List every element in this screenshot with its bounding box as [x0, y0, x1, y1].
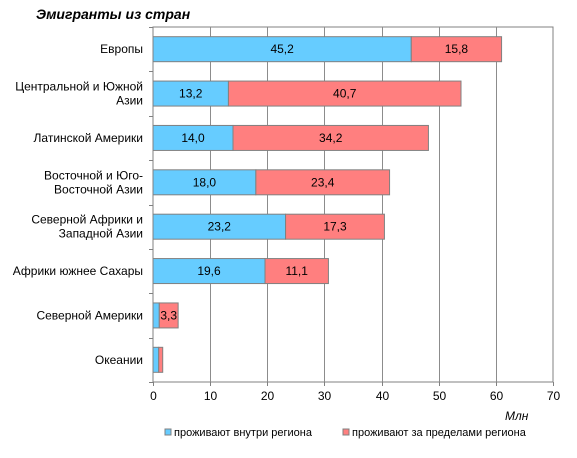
data-label: 34,2 — [319, 131, 343, 145]
data-label: 23,2 — [208, 220, 232, 234]
data-label: 18,0 — [193, 175, 217, 189]
bar-segment-series-2 — [227, 80, 462, 107]
x-tick-label: 30 — [318, 389, 332, 403]
bars: 45,2 15,8 13,2 40,7 14,0 34,2 18,0 23,4 23,2 17,3… — [152, 36, 503, 373]
x-tick-label: 70 — [547, 389, 561, 403]
bar-segment-series-1 — [152, 36, 412, 63]
x-tick-label: 10 — [204, 389, 218, 403]
category-label: Африки южнее Сахары — [13, 264, 143, 278]
plot-border — [152, 26, 554, 383]
data-label: 19,6 — [197, 264, 221, 278]
category-label: Европы — [100, 42, 143, 56]
bar-segment-series-2 — [285, 213, 385, 240]
category-label: Океании — [95, 353, 143, 367]
plot-area — [152, 26, 554, 383]
bar-segment-series-1 — [152, 346, 160, 373]
bar-segment-series-2 — [255, 169, 391, 196]
data-label: 11,1 — [285, 264, 308, 278]
x-tick-label: 20 — [261, 389, 275, 403]
x-tick-label: 40 — [376, 389, 390, 403]
bar-segment-series-1 — [152, 258, 266, 285]
chart-title: Эмигранты из стран — [36, 6, 191, 22]
x-axis-unit-label: Млн — [505, 409, 529, 423]
legend-label-series-1: проживают внутри региона — [174, 427, 313, 439]
legend-label-series-2: проживают за пределами региона — [352, 427, 527, 439]
category-labels: Европы Центральной и Южной Азии Латинской А… — [13, 42, 143, 367]
data-label: 23,4 — [311, 175, 335, 189]
category-label: Центральной и Южной Азии — [15, 80, 143, 108]
legend-swatch-series-2 — [342, 428, 350, 436]
bar-segment-series-2 — [410, 36, 503, 63]
bar-segment-series-2 — [158, 346, 164, 373]
bar-segment-series-1 — [152, 302, 160, 329]
category-label: Северной Америки — [36, 308, 143, 322]
bar-segment-series-2 — [232, 124, 429, 151]
data-label: 40,7 — [333, 87, 357, 101]
data-label: 17,3 — [323, 220, 347, 234]
legend: проживают внутри региона проживают за пре… — [164, 427, 527, 439]
category-label: Латинской Америки — [34, 131, 143, 145]
bar-segment-series-1 — [152, 169, 257, 196]
data-label: 45,2 — [270, 42, 294, 56]
data-label: 14,0 — [181, 131, 205, 145]
bar-segment-series-2 — [264, 258, 329, 285]
category-label: Северной Африки и Западной Азии — [31, 213, 143, 241]
category-label: Восточной и Юго-Восточной Азии — [44, 168, 143, 196]
x-tick-label: 50 — [433, 389, 447, 403]
x-axis-ticks: 0 10 20 30 40 50 60 70 — [149, 27, 561, 403]
data-label: 15,8 — [445, 42, 469, 56]
x-tick-label: 0 — [150, 389, 157, 403]
data-label: 13,2 — [179, 87, 203, 101]
data-label: 3,3 — [160, 308, 177, 322]
x-tick-label: 60 — [490, 389, 504, 403]
legend-swatch-series-1 — [164, 428, 172, 436]
bar-segment-series-2 — [158, 302, 179, 329]
